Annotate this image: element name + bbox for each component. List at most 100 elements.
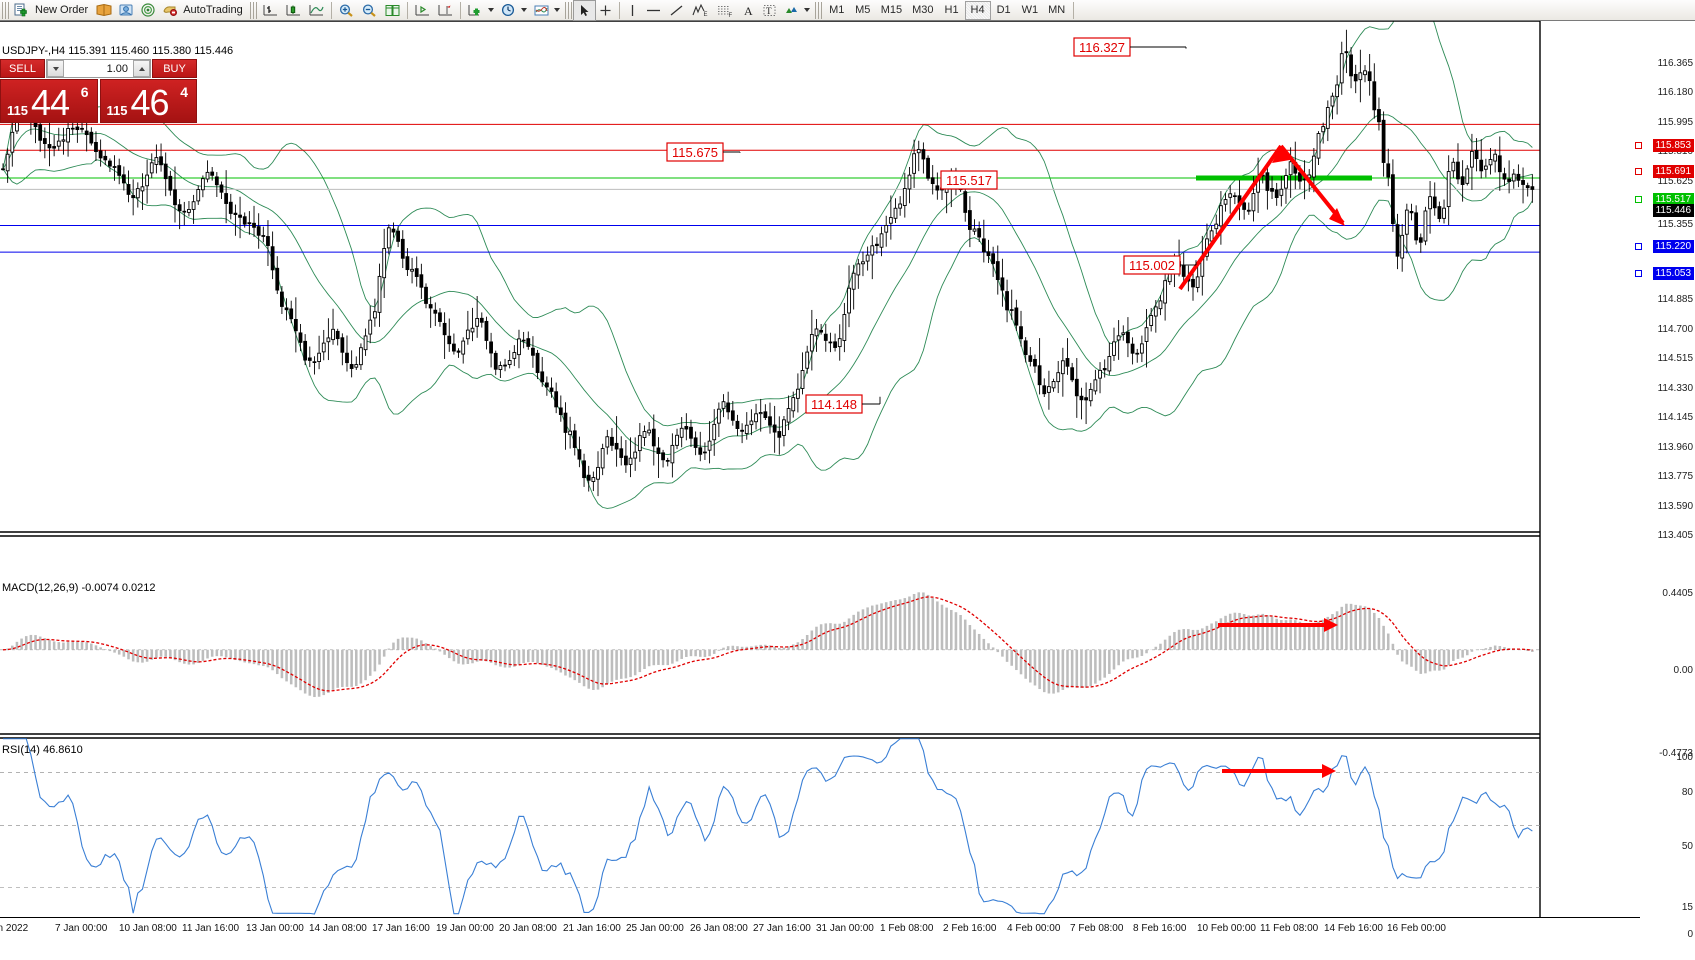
sell-button[interactable]: SELL: [0, 59, 45, 78]
cursor-button[interactable]: [572, 0, 596, 21]
chevron-down-icon-2[interactable]: [520, 8, 527, 12]
data-window-button[interactable]: [115, 1, 137, 20]
sell-price-tile[interactable]: 115 44 6: [0, 79, 98, 123]
crosshair-button[interactable]: [595, 1, 616, 20]
fibonacci-button[interactable]: F: [713, 1, 738, 20]
buy-price-frac: 4: [180, 84, 188, 100]
period-button[interactable]: [497, 1, 530, 20]
timeframe-h4[interactable]: H4: [964, 0, 991, 20]
timeframe-w1[interactable]: W1: [1021, 4, 1039, 16]
auto-scroll-icon: [438, 4, 452, 15]
price-tick: 114.330: [1657, 382, 1693, 394]
toolbar-grip-3[interactable]: [564, 1, 572, 19]
chart-canvas[interactable]: USDJPY-,H4 115.391 115.460 115.380 115.4…: [0, 21, 1695, 940]
price-marker-handle[interactable]: [1635, 269, 1642, 277]
macd-series: [0, 592, 1540, 698]
new-order-label: New Order: [35, 4, 89, 16]
market-book-button[interactable]: [93, 1, 115, 20]
timeframe-m30[interactable]: M30: [912, 4, 934, 16]
price-marker-handle[interactable]: [1635, 167, 1642, 175]
time-tick: 19 Jan 00:00: [436, 923, 494, 934]
time-tick: 7 Jan 00:00: [55, 923, 108, 934]
zoom-in-button[interactable]: [335, 1, 358, 20]
price-marker-handle[interactable]: [1635, 195, 1642, 203]
time-tick: 2 Feb 16:00: [943, 923, 997, 934]
chart-shift-icon: [415, 4, 429, 15]
timeframe-h1[interactable]: H1: [944, 4, 959, 16]
price-tick: 113.775: [1657, 471, 1693, 483]
indicators-button[interactable]: [464, 1, 497, 20]
trendline-button[interactable]: [665, 1, 688, 20]
timeframe-m1[interactable]: M1: [829, 4, 845, 16]
bar-chart-button[interactable]: [259, 1, 282, 20]
price-marker-handle[interactable]: [1635, 141, 1642, 149]
zoom-out-button[interactable]: [358, 1, 381, 20]
tile-windows-button[interactable]: [381, 1, 404, 20]
subchart-tick: 100: [1676, 752, 1693, 763]
new-order-button[interactable]: New Order: [11, 1, 93, 20]
time-tick: 13 Jan 00:00: [246, 923, 304, 934]
price-marker-label[interactable]: 115.853: [1652, 139, 1694, 153]
volume-value[interactable]: 1.00: [106, 62, 128, 75]
chevron-down-icon-4[interactable]: [803, 8, 810, 12]
buy-price-tile[interactable]: 115 46 4: [99, 79, 197, 123]
toolbar-grip-2[interactable]: [249, 1, 257, 19]
vertical-line-icon: [631, 4, 633, 16]
toolbar-grip-4[interactable]: [814, 1, 822, 19]
toolbar-grip[interactable]: [2, 1, 9, 19]
templates-button[interactable]: [530, 1, 563, 20]
candlestick-chart-button[interactable]: [282, 1, 305, 20]
trend-arrow-up: [1178, 144, 1283, 291]
time-tick: 14 Jan 08:00: [309, 923, 367, 934]
volume-stepper[interactable]: 1.00: [46, 59, 151, 78]
chart-shift-button[interactable]: [411, 1, 434, 20]
chevron-down-icon-3[interactable]: [553, 8, 560, 12]
line-chart-icon: [309, 4, 324, 15]
text-label-button[interactable]: T: [759, 1, 780, 20]
volume-increment-button[interactable]: [133, 60, 150, 77]
svg-text:T: T: [766, 6, 772, 16]
time-tick: 1 Feb 08:00: [880, 923, 934, 934]
auto-scroll-button[interactable]: [434, 1, 457, 20]
timeframe-m15[interactable]: M15: [880, 4, 903, 16]
text-button[interactable]: A: [738, 1, 759, 20]
price-marker-label[interactable]: 115.691: [1652, 165, 1694, 179]
elliott-wave-button[interactable]: E: [688, 1, 713, 20]
price-axis[interactable]: 116.365116.180115.995115.810115.625115.3…: [1635, 42, 1695, 960]
autotrading-button[interactable]: AutoTrading: [159, 1, 248, 20]
price-marker-label[interactable]: 115.446: [1652, 204, 1694, 218]
horizontal-line-button[interactable]: [642, 1, 665, 20]
zoom-in-icon: [339, 3, 353, 17]
one-click-trading-panel[interactable]: SELL 1.00 BUY 115 44 6 115 46 4: [0, 59, 197, 123]
macd-panel-title: MACD(12,26,9) -0.0074 0.0212: [2, 582, 156, 594]
price-marker-label[interactable]: 115.220: [1652, 240, 1694, 254]
line-chart-button[interactable]: [305, 1, 328, 20]
timeframe-d1[interactable]: D1: [996, 4, 1011, 16]
time-tick: 16 Feb 00:00: [1387, 923, 1446, 934]
price-marker-label[interactable]: 115.517: [1652, 193, 1694, 207]
price-tick: 113.405: [1657, 530, 1693, 542]
symbol-header: USDJPY-,H4 115.391 115.460 115.380 115.4…: [2, 45, 234, 57]
sell-price-prefix: 115: [7, 103, 28, 118]
indicators-icon: [468, 4, 480, 15]
shapes-button[interactable]: [780, 1, 813, 20]
volume-decrement-button[interactable]: [47, 60, 64, 77]
price-marker-label[interactable]: 115.053: [1652, 267, 1694, 281]
horizontal-line-icon: [646, 9, 660, 11]
triangle-up-icon: [138, 66, 145, 71]
shapes-icon: [785, 6, 797, 13]
sell-price-main: 44: [31, 82, 70, 123]
signals-button[interactable]: [137, 1, 159, 20]
book-icon: [96, 3, 112, 17]
chevron-down-icon[interactable]: [487, 8, 494, 12]
timeframe-mn[interactable]: MN: [1048, 4, 1066, 16]
price-tick: 116.180: [1657, 87, 1693, 99]
toolbar-separator-3: [459, 1, 461, 19]
price-tick: 114.700: [1657, 323, 1693, 335]
time-axis[interactable]: an 2022 7 Jan 00:00 10 Jan 08:00 11 Jan 16:…: [0, 917, 1640, 939]
vertical-line-button[interactable]: [623, 1, 642, 20]
timeframe-m5[interactable]: M5: [855, 4, 871, 16]
buy-button[interactable]: BUY: [152, 59, 197, 78]
price-marker-handle[interactable]: [1635, 242, 1642, 250]
toolbar-separator: [330, 1, 332, 19]
